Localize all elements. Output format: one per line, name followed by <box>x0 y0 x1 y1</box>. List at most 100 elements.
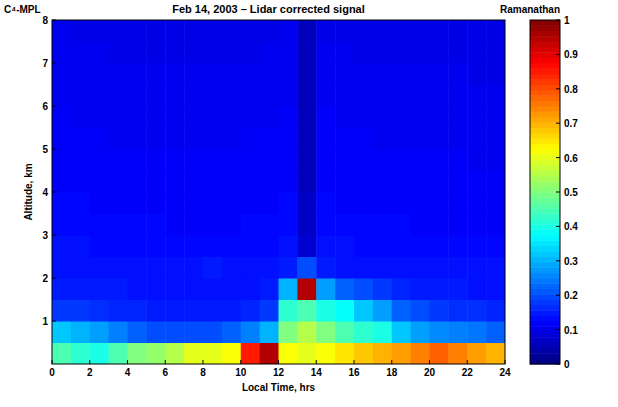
cell <box>335 278 354 300</box>
cell <box>486 257 505 279</box>
cell <box>373 42 392 64</box>
cell <box>354 343 373 365</box>
cell <box>109 214 128 236</box>
cell <box>373 300 392 322</box>
x-axis-title: Local Time, hrs <box>242 382 316 393</box>
cell <box>316 257 335 279</box>
cell <box>448 214 467 236</box>
cell <box>222 278 241 300</box>
cell <box>90 300 109 322</box>
cell <box>486 171 505 193</box>
cell <box>392 235 411 257</box>
cell <box>71 171 90 193</box>
colorbar-step <box>530 305 560 311</box>
colorbar-step <box>530 214 560 220</box>
colorbar-tick-label: 0.7 <box>564 118 578 129</box>
x-tick-label: 4 <box>125 367 131 378</box>
cell <box>486 20 505 42</box>
cell <box>90 321 109 343</box>
colorbar-step <box>530 128 560 134</box>
cell <box>316 214 335 236</box>
cell <box>203 128 222 150</box>
cell <box>128 85 147 107</box>
cell <box>354 321 373 343</box>
colorbar-step <box>530 343 560 349</box>
colorbar-step <box>530 52 560 58</box>
x-tick <box>429 360 430 364</box>
cell <box>52 128 71 150</box>
cell <box>146 106 165 128</box>
cell <box>128 128 147 150</box>
cell <box>392 106 411 128</box>
cell <box>260 149 279 171</box>
cell <box>411 149 430 171</box>
cell <box>279 214 298 236</box>
cell <box>146 149 165 171</box>
colorbar-step <box>530 321 560 327</box>
cell <box>411 214 430 236</box>
cell <box>354 149 373 171</box>
cell <box>354 278 373 300</box>
cell <box>203 106 222 128</box>
cell <box>448 128 467 150</box>
cell <box>467 149 486 171</box>
cell <box>392 149 411 171</box>
cell <box>52 192 71 214</box>
cell <box>297 106 316 128</box>
cell <box>354 63 373 85</box>
annotation: C⁴-MPL <box>4 4 41 15</box>
cell <box>128 257 147 279</box>
cell <box>297 63 316 85</box>
colorbar-step <box>530 68 560 74</box>
cell <box>90 149 109 171</box>
colorbar-step <box>530 106 560 112</box>
colorbar-tick-label: 0.9 <box>564 49 578 60</box>
cell <box>222 20 241 42</box>
y-tick-label: 7 <box>42 58 48 69</box>
cell <box>373 20 392 42</box>
annotation: Ramanathan <box>500 4 560 15</box>
cell <box>260 20 279 42</box>
colorbar-step <box>530 20 560 26</box>
colorbar-tick <box>556 157 560 158</box>
cell <box>486 128 505 150</box>
x-tick <box>316 360 317 364</box>
cell <box>146 192 165 214</box>
x-tick-label: 22 <box>462 367 474 378</box>
cell <box>411 300 430 322</box>
colorbar-step <box>530 187 560 193</box>
cell <box>184 343 203 365</box>
colorbar-tick-label: 1 <box>564 15 570 26</box>
cell <box>373 128 392 150</box>
cell <box>297 171 316 193</box>
cell <box>411 106 430 128</box>
cell <box>90 42 109 64</box>
colorbar-step <box>530 235 560 241</box>
cell <box>52 171 71 193</box>
y-tick <box>52 235 56 236</box>
cell <box>279 278 298 300</box>
cell <box>430 300 449 322</box>
cell <box>109 257 128 279</box>
cell <box>411 192 430 214</box>
cell <box>373 192 392 214</box>
cell <box>316 192 335 214</box>
cell <box>203 149 222 171</box>
cell <box>222 149 241 171</box>
x-tick-label: 0 <box>49 367 55 378</box>
cell <box>146 257 165 279</box>
cell <box>392 192 411 214</box>
cell <box>392 300 411 322</box>
cell <box>222 63 241 85</box>
cell <box>448 149 467 171</box>
cell <box>109 235 128 257</box>
cell <box>430 42 449 64</box>
colorbar-step <box>530 230 560 236</box>
colorbar-step <box>530 79 560 85</box>
colorbar-step <box>530 208 560 214</box>
colorbar-step <box>530 262 560 268</box>
cell <box>467 128 486 150</box>
cell <box>448 300 467 322</box>
colorbar-step <box>530 111 560 117</box>
cell <box>109 343 128 365</box>
